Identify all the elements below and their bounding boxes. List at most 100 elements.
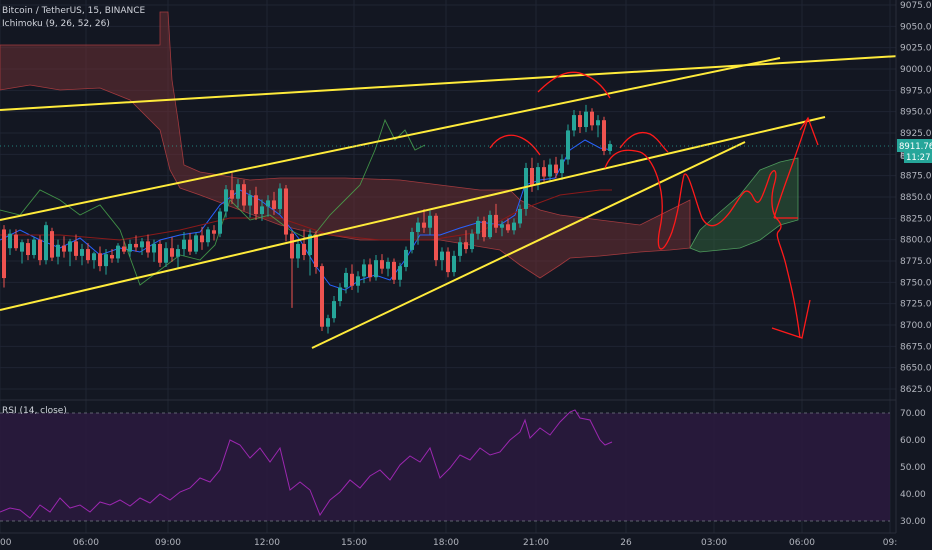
candle-body	[494, 214, 498, 228]
candle	[338, 283, 342, 307]
price-axis[interactable]	[896, 0, 932, 550]
candle-body	[152, 243, 156, 253]
candle-body	[608, 144, 612, 151]
kijun-sen-line	[0, 189, 612, 241]
rsi-tick-label: 50.00	[900, 463, 926, 473]
candle	[182, 231, 186, 256]
drawing-curve-to-target-1[interactable]	[604, 149, 801, 339]
price-tick-label: 8875.00	[900, 172, 932, 182]
candle	[416, 217, 420, 245]
candle	[200, 226, 204, 250]
trendline-rising-upper[interactable]	[0, 57, 781, 221]
candle-body	[578, 115, 582, 128]
candle-body	[566, 130, 570, 160]
candle	[290, 231, 294, 308]
candle	[320, 263, 324, 331]
candle	[464, 230, 468, 254]
trendlines[interactable]	[0, 53, 932, 349]
candle-body	[170, 248, 174, 257]
trendline-rising-lower[interactable]	[0, 116, 826, 311]
rsi-legend[interactable]: RSI (14, close)	[2, 406, 67, 416]
candle-body	[320, 266, 324, 327]
last-price-tag[interactable]: 891 8911.76 11:27	[897, 139, 932, 163]
candle	[188, 232, 192, 256]
hand-drawn-annotations[interactable]	[489, 71, 819, 339]
drawing-right-shoulder-arc[interactable]	[619, 131, 669, 153]
candle-body	[26, 243, 30, 256]
candle-body	[488, 214, 492, 238]
drawing-left-shoulder-arc[interactable]	[489, 134, 541, 156]
candlesticks	[2, 104, 612, 334]
drawing-arrow-down-head[interactable]	[771, 299, 811, 339]
trendline-upper-channel[interactable]	[0, 53, 932, 111]
candle	[278, 183, 282, 215]
kumo-cloud-bull	[689, 157, 799, 253]
candle-body	[392, 261, 396, 280]
candle-body	[452, 255, 456, 273]
time-axis[interactable]	[0, 533, 932, 550]
candle	[572, 109, 576, 137]
candle	[20, 239, 24, 264]
time-tick-label: 09:00	[155, 538, 181, 548]
rsi-tick-label: 70.00	[900, 409, 926, 419]
candle-body	[140, 241, 144, 248]
candle-body	[410, 231, 414, 250]
candle-body	[554, 164, 558, 174]
candle	[62, 236, 66, 258]
candle-body	[86, 249, 90, 261]
price-tick-label: 8975.00	[900, 86, 932, 96]
candle	[230, 173, 234, 204]
candle	[68, 238, 72, 267]
candle	[50, 227, 54, 261]
candle-body	[314, 234, 318, 267]
candle	[164, 242, 168, 267]
symbol-legend[interactable]: Bitcoin / TetherUS, 15, BINANCE	[2, 6, 146, 16]
candle-body	[500, 224, 504, 228]
candle-body	[116, 245, 120, 259]
candle	[470, 229, 474, 253]
rsi-panel[interactable]	[0, 399, 932, 522]
price-tick-label: 9000.00	[900, 65, 932, 75]
candle	[398, 262, 402, 287]
candle-body	[368, 264, 372, 278]
candle	[206, 226, 210, 247]
candle-body	[248, 195, 252, 206]
time-tick-label: 06:00	[73, 538, 99, 548]
candle-body	[242, 184, 246, 206]
candle	[194, 232, 198, 255]
candle	[74, 234, 78, 261]
candle-body	[584, 111, 588, 128]
candle	[386, 257, 390, 277]
candle	[326, 314, 330, 334]
candle-body	[224, 189, 228, 212]
candle-body	[158, 243, 162, 263]
candle-body	[362, 264, 366, 277]
price-tick-label: 8800.00	[900, 236, 932, 246]
candle-body	[404, 249, 408, 267]
candle-body	[236, 184, 240, 199]
drawing-head-arc[interactable]	[537, 71, 611, 99]
candle-body	[68, 241, 72, 252]
drawing-arrow-up-line[interactable]	[773, 117, 809, 219]
candle-body	[446, 251, 450, 273]
candle-body	[50, 231, 54, 258]
price-tick-label: 8950.00	[900, 108, 932, 118]
time-tick-label: 26	[620, 538, 632, 548]
candle-body	[434, 215, 438, 261]
drawing-arrow-up-head[interactable]	[799, 116, 819, 146]
price-tag-value: 8911.76	[899, 142, 932, 152]
candle-body	[194, 235, 198, 252]
candle-body	[326, 318, 330, 327]
candle	[8, 229, 12, 256]
candle	[302, 229, 306, 261]
candle-body	[338, 287, 342, 302]
candle-body	[14, 234, 18, 249]
candle-body	[128, 243, 132, 252]
trendline-wedge-support[interactable]	[311, 141, 746, 349]
candle	[134, 235, 138, 252]
price-tick-label: 8700.00	[900, 321, 932, 331]
candle-body	[176, 249, 180, 257]
indicator-legend[interactable]: Ichimoku (9, 26, 52, 26)	[2, 19, 110, 29]
candle-body	[218, 211, 222, 234]
